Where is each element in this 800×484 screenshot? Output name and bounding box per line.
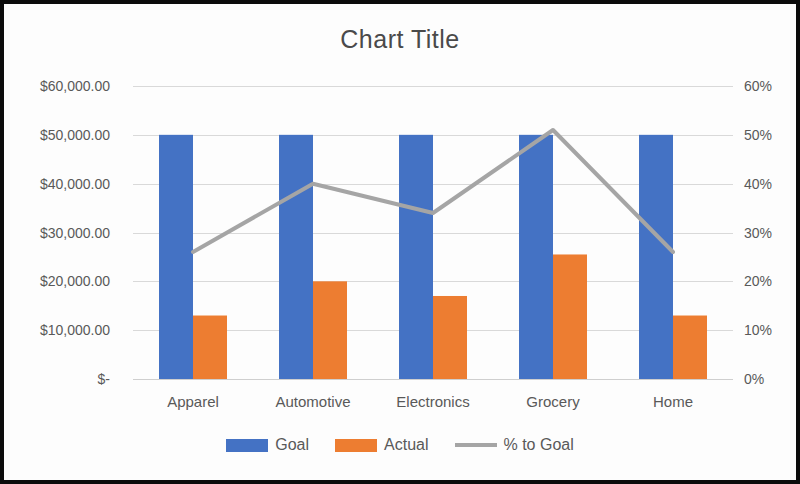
legend: Goal Actual % to Goal	[0, 436, 800, 454]
left-axis-tick: $30,000.00	[0, 225, 110, 241]
legend-label-actual: Actual	[384, 436, 428, 454]
right-axis-tick: 0%	[744, 371, 764, 387]
actual-bar-grocery	[553, 254, 587, 379]
goal-bar-grocery	[519, 135, 553, 379]
actual-bar-automotive	[313, 281, 347, 379]
right-axis-tick: 50%	[744, 127, 772, 143]
chart-title: Chart Title	[0, 25, 800, 54]
actual-swatch-icon	[335, 439, 377, 452]
right-axis-tick: 30%	[744, 225, 772, 241]
left-axis-tick: $20,000.00	[0, 273, 110, 289]
category-label-apparel: Apparel	[123, 393, 263, 410]
chart-figure: Chart Title $60,000.00 $50,000.00 $40,000.…	[0, 0, 800, 484]
category-label-grocery: Grocery	[483, 393, 623, 410]
left-axis-tick: $60,000.00	[0, 78, 110, 94]
left-axis-tick: $50,000.00	[0, 127, 110, 143]
category-label-electronics: Electronics	[363, 393, 503, 410]
right-axis-tick: 20%	[744, 273, 772, 289]
actual-bar-home	[673, 316, 707, 379]
goal-bar-apparel	[159, 135, 193, 379]
category-label-automotive: Automotive	[243, 393, 383, 410]
goal-bar-home	[639, 135, 673, 379]
left-axis-tick: $40,000.00	[0, 176, 110, 192]
legend-label-pct-to-goal: % to Goal	[504, 436, 574, 454]
actual-bar-apparel	[193, 316, 227, 379]
goal-bar-automotive	[279, 135, 313, 379]
goal-bar-electronics	[399, 135, 433, 379]
goal-swatch-icon	[226, 439, 268, 452]
legend-item-goal: Goal	[226, 436, 309, 454]
right-axis-tick: 40%	[744, 176, 772, 192]
left-axis-tick: $10,000.00	[0, 322, 110, 338]
actual-bar-electronics	[433, 296, 467, 379]
left-axis-tick: $-	[0, 371, 110, 387]
right-axis-tick: 60%	[744, 78, 772, 94]
legend-label-goal: Goal	[275, 436, 309, 454]
category-label-home: Home	[603, 393, 743, 410]
pct-to-goal-line-swatch-icon	[455, 443, 497, 447]
plot-area	[0, 0, 800, 484]
legend-item-actual: Actual	[335, 436, 428, 454]
legend-item-pct-to-goal: % to Goal	[455, 436, 574, 454]
right-axis-tick: 10%	[744, 322, 772, 338]
